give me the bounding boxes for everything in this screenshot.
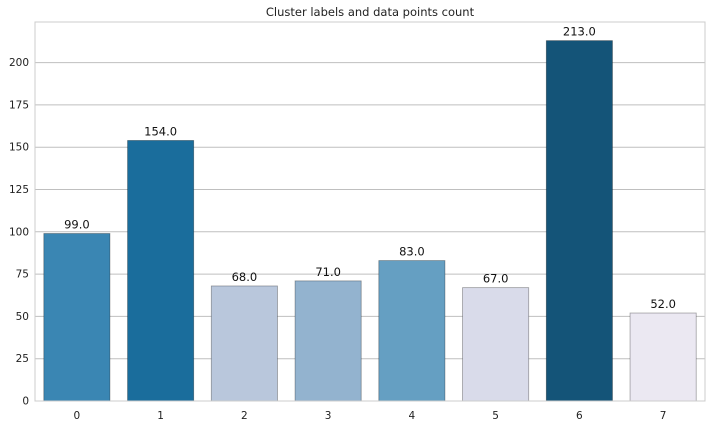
y-tick-label: 200 <box>9 57 29 69</box>
x-tick-label: 0 <box>74 410 81 422</box>
data-label: 213.0 <box>563 25 596 39</box>
y-axis-ticks: 0 25 50 75 100 125 150 175 200 <box>9 57 29 407</box>
x-axis-ticks: 0 1 2 3 4 5 6 7 <box>74 410 667 422</box>
y-tick-label: 0 <box>22 396 29 408</box>
bar-cluster-3 <box>294 280 362 402</box>
data-label: 67.0 <box>483 272 509 286</box>
x-tick-label: 7 <box>660 410 667 422</box>
bars <box>43 40 697 402</box>
data-label: 52.0 <box>650 297 676 311</box>
y-tick-label: 150 <box>9 142 29 154</box>
x-tick-label: 3 <box>325 410 332 422</box>
bar-cluster-5 <box>462 287 530 402</box>
data-label: 154.0 <box>144 124 177 138</box>
bar-cluster-7 <box>629 312 697 402</box>
bar-cluster-6 <box>545 40 613 402</box>
y-tick-label: 100 <box>9 226 29 238</box>
y-tick-label: 75 <box>16 269 29 281</box>
x-tick-label: 4 <box>409 410 416 422</box>
y-tick-label: 175 <box>9 99 29 111</box>
data-label: 68.0 <box>232 270 258 284</box>
bar-cluster-1 <box>127 140 195 402</box>
bar-cluster-4 <box>378 260 446 402</box>
y-tick-label: 50 <box>16 311 29 323</box>
chart-title: Cluster labels and data points count <box>266 5 475 19</box>
data-label: 99.0 <box>64 217 90 231</box>
x-tick-label: 5 <box>492 410 499 422</box>
data-labels: 99.0 154.0 68.0 71.0 83.0 67.0 213.0 52.0 <box>64 25 676 311</box>
x-tick-label: 1 <box>157 410 164 422</box>
bar-cluster-2 <box>210 285 278 402</box>
x-tick-label: 6 <box>576 410 583 422</box>
data-label: 83.0 <box>399 245 425 259</box>
data-label: 71.0 <box>315 265 341 279</box>
plot-frame <box>34 21 706 402</box>
y-tick-label: 125 <box>9 184 29 196</box>
bar-cluster-0 <box>43 233 111 402</box>
x-tick-label: 2 <box>241 410 248 422</box>
y-tick-label: 25 <box>16 353 29 365</box>
